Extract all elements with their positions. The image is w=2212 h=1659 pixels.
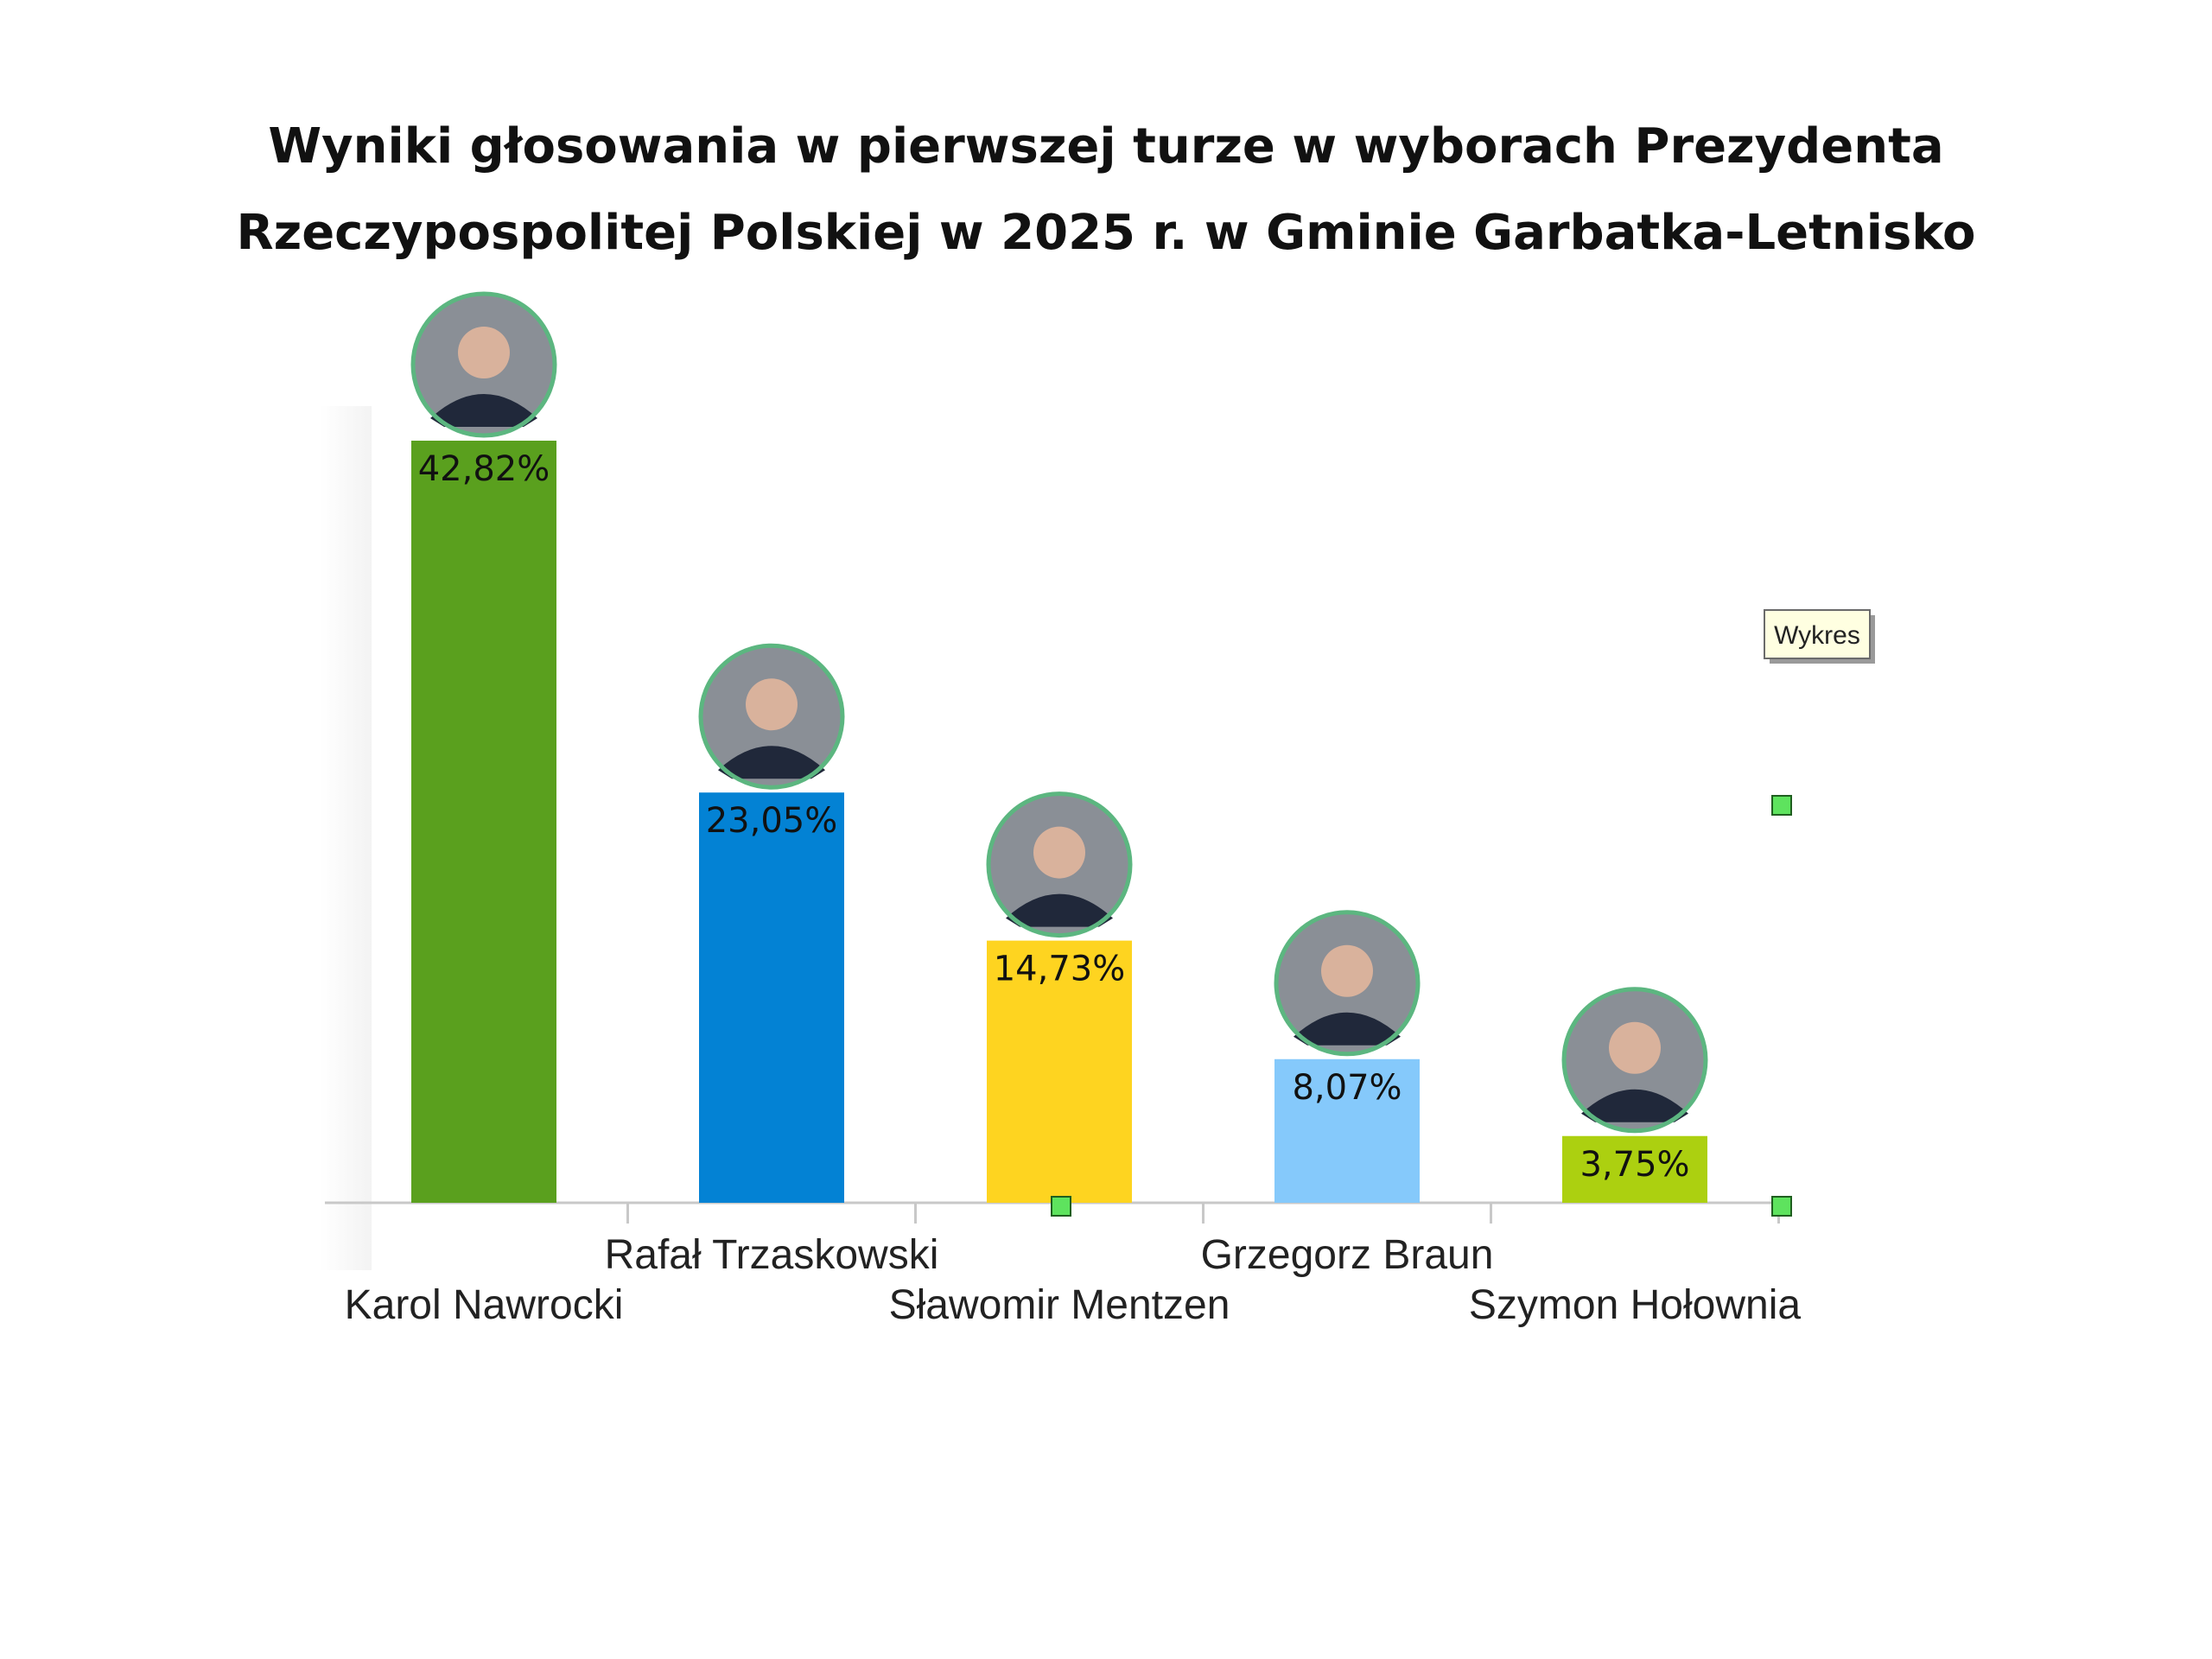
bar-grzegorz-braun[interactable] [1274, 1058, 1420, 1203]
selection-handle[interactable] [1051, 1196, 1071, 1217]
tooltip-box [1764, 609, 1871, 659]
portrait-suit [1294, 1012, 1401, 1046]
portrait-suit [718, 746, 825, 779]
chart-title-line-2: Rzeczypospolitej Polskiej w 2025 r. w Gm… [236, 205, 1976, 261]
bar-value-label: 23,05% [706, 801, 838, 841]
chart-title: Wyniki głosowania w pierwszej turze w wy… [0, 104, 2212, 276]
bar-karol-nawrocki[interactable] [411, 441, 556, 1203]
bar-value-label: 14,73% [994, 950, 1126, 989]
avatar-border [1561, 987, 1708, 1134]
category-label: Sławomir Mentzen [889, 1282, 1230, 1328]
category-label: Karol Nawrocki [345, 1282, 624, 1328]
bar-value-label: 3,75% [1580, 1145, 1689, 1185]
chart-title-line-1: Wyniki głosowania w pierwszej turze w wy… [268, 118, 1944, 175]
portrait-suit [1581, 1089, 1688, 1122]
portrait-icon [1321, 944, 1373, 997]
bar-value-label: 8,07% [1292, 1068, 1402, 1108]
category-label: Szymon Hołownia [1469, 1282, 1801, 1328]
candidate-photo [698, 643, 845, 790]
bar-s-awomir-mentzen[interactable] [987, 940, 1132, 1203]
candidate-photo [1561, 987, 1708, 1134]
avatar-border [698, 643, 845, 790]
category-label: Rafał Trzaskowski [605, 1232, 939, 1278]
bar-szymon-ho-ownia[interactable] [1562, 1135, 1707, 1203]
category-label: Grzegorz Braun [1201, 1232, 1494, 1278]
portrait-icon [746, 678, 798, 731]
tooltip: Wykres [1764, 609, 1875, 664]
portrait-icon [1033, 826, 1085, 879]
tooltip-text: Wykres [1774, 621, 1860, 650]
avatar-border [410, 291, 557, 438]
selection-handle[interactable] [1771, 795, 1792, 816]
bar-rafa-trzaskowski[interactable] [699, 792, 844, 1203]
plot-left-panel [320, 406, 372, 1270]
portrait-icon [1609, 1021, 1661, 1074]
candidate-photo [410, 291, 557, 438]
avatar-border [986, 791, 1133, 938]
candidate-photo [1274, 910, 1421, 1057]
portrait-suit [1006, 893, 1113, 927]
portrait-icon [458, 327, 510, 378]
candidate-photo [986, 791, 1133, 938]
bar-value-label: 42,82% [418, 449, 550, 489]
selection-handle[interactable] [1771, 1196, 1792, 1217]
portrait-suit [430, 394, 537, 427]
avatar-border [1274, 910, 1421, 1057]
